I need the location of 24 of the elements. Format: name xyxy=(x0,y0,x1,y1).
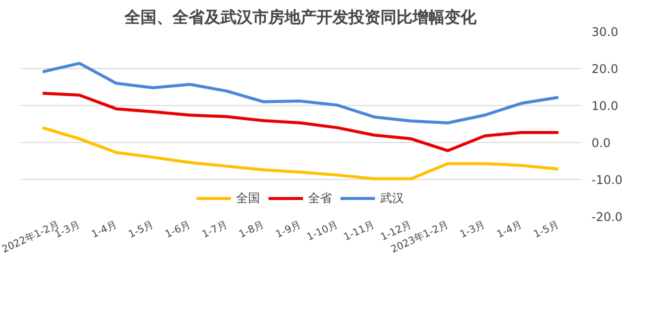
line-series xyxy=(41,126,560,180)
line-series xyxy=(41,92,560,152)
y-tick-label: 20.0 xyxy=(592,62,618,76)
y-tick-label: -20.0 xyxy=(592,210,623,224)
y-tick-label: 10.0 xyxy=(592,99,618,113)
x-tick-label: 1-7月 xyxy=(200,220,230,241)
y-tick-label: 0.0 xyxy=(592,136,611,150)
y-tick-label: -10.0 xyxy=(592,173,623,187)
y-tick-label: 30.0 xyxy=(592,25,618,39)
line-series xyxy=(41,62,560,124)
legend-label: 全国 xyxy=(236,190,260,206)
x-tick-label: 1-8月 xyxy=(237,220,266,241)
x-tick-label: 1-4月 xyxy=(495,220,524,241)
x-tick-label: 1-3月 xyxy=(458,220,488,241)
x-tick-label: 1-6月 xyxy=(164,220,192,241)
x-tick-label: 1-4月 xyxy=(90,220,119,241)
x-tick-label: 1-9月 xyxy=(274,220,303,241)
legend-label: 武汉 xyxy=(380,190,404,206)
chart-title: 全国、全省及武汉市房地产开发投资同比增幅变化 xyxy=(124,8,478,26)
x-tick-label: 1-10月 xyxy=(305,220,340,244)
x-tick-label: 1-5月 xyxy=(532,220,561,241)
legend-label: 全省 xyxy=(308,190,332,206)
x-tick-label: 1-11月 xyxy=(342,220,377,244)
x-tick-label: 1-5月 xyxy=(126,220,156,241)
